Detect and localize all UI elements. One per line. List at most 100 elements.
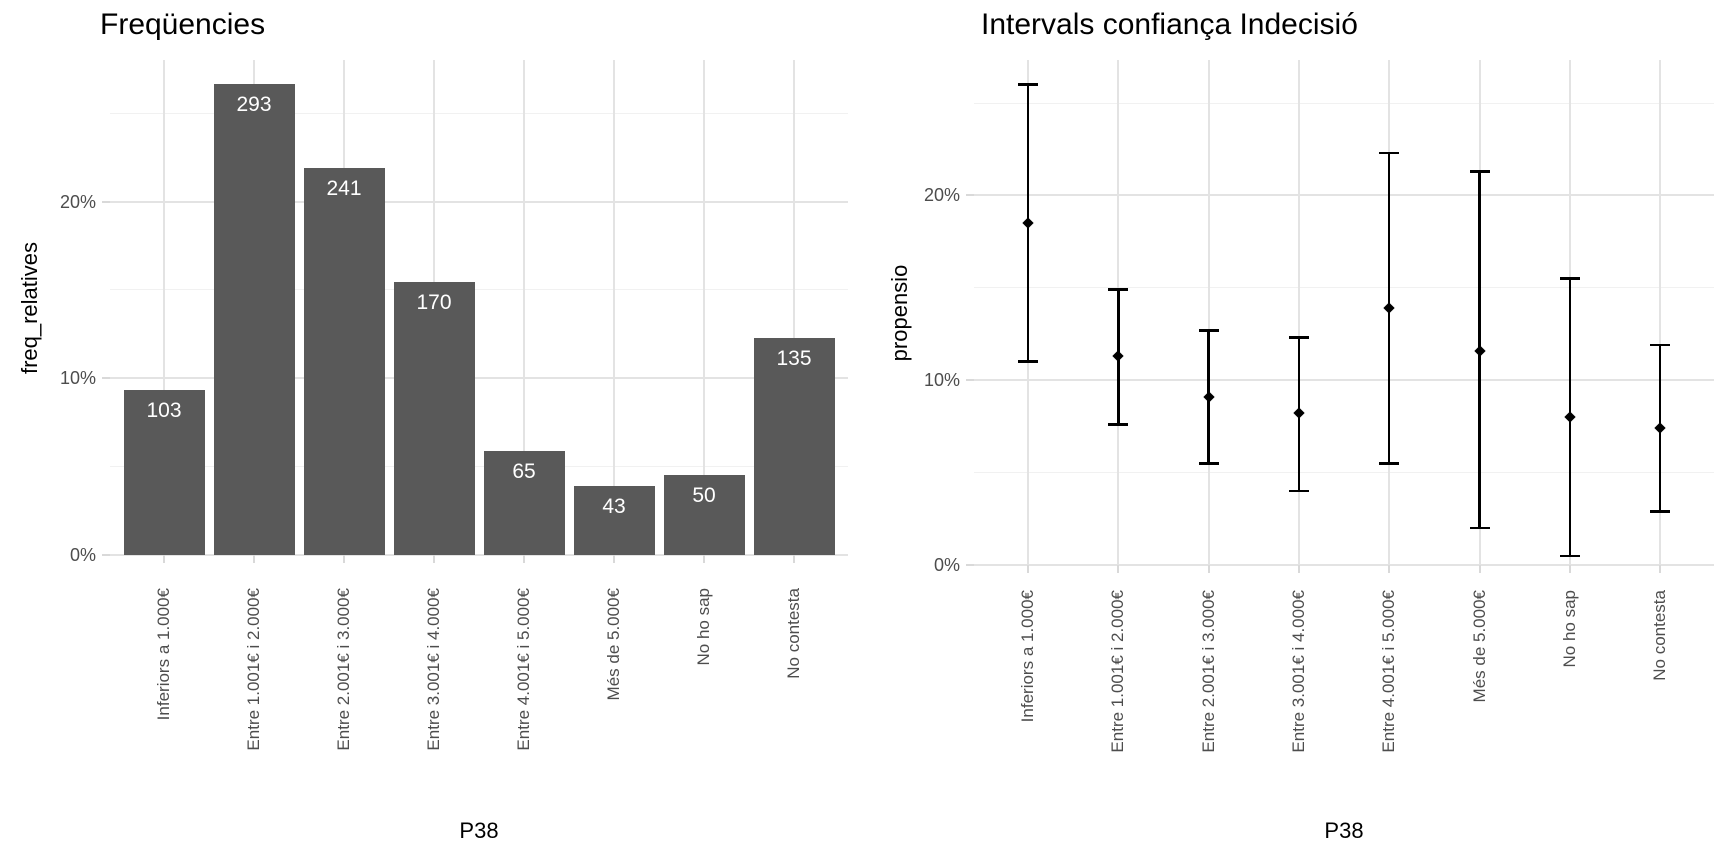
gridline-vertical (1659, 60, 1662, 565)
gridline-vertical (703, 60, 705, 555)
y-axis-tick (966, 194, 974, 197)
plot-title-intervals: Intervals confiança Indecisió (981, 8, 1358, 41)
gridline-major (110, 377, 848, 380)
bar-count-label: 135 (776, 347, 812, 371)
gridline-minor (974, 472, 1714, 474)
y-axis-tick (966, 379, 974, 382)
bar (303, 167, 385, 555)
gridline-vertical (523, 60, 525, 555)
error-bar-cap-bottom (1018, 360, 1038, 363)
error-bar-cap-top (1288, 336, 1309, 339)
x-axis-tick (793, 555, 795, 563)
error-bar-cap-top (1469, 170, 1490, 173)
error-bar-cap-bottom (1559, 554, 1580, 557)
point-marker-diamond (1202, 391, 1215, 403)
x-axis-tick (1207, 565, 1210, 573)
bar-count-label: 43 (602, 494, 626, 518)
gridline-major (110, 200, 848, 203)
y-axis-tick (102, 377, 110, 380)
y-axis-tick (102, 554, 110, 556)
y-tick-label: 10% (59, 368, 96, 389)
error-bar-cap-top (1108, 288, 1129, 291)
bar (753, 338, 835, 555)
x-axis-tick (1388, 565, 1391, 573)
error-bar-cap-top (1018, 83, 1038, 86)
point-marker-diamond (1564, 411, 1576, 423)
x-axis-tick (1659, 565, 1662, 573)
bar (483, 450, 565, 555)
x-axis-tick (1568, 565, 1571, 573)
x-axis-tick (163, 555, 165, 563)
x-axis-tick (343, 555, 345, 563)
gridline-minor (110, 112, 848, 114)
gridline-major (974, 564, 1714, 566)
bar (213, 84, 295, 555)
y-axis-tick (102, 200, 110, 203)
bar (663, 474, 745, 555)
x-axis-tick (613, 555, 615, 563)
plot-title-frequencies: Freqüencies (100, 8, 266, 41)
gridline-minor (974, 102, 1714, 104)
x-tick-label: No ho sap (694, 588, 713, 666)
x-tick-label: Entre 1.001€ i 2.000€ (244, 588, 263, 751)
point-marker-diamond (1383, 302, 1395, 314)
point-marker-diamond (1112, 350, 1124, 362)
y-tick-label: 0% (933, 555, 960, 575)
x-axis-title-p38-right: P38 (1324, 818, 1364, 843)
x-tick-label: Inferiors a 1.000€ (1018, 590, 1037, 723)
bar-count-label: 293 (236, 93, 272, 117)
gridline-vertical (1297, 60, 1300, 565)
x-tick-label: Entre 3.001€ i 4.000€ (1288, 590, 1308, 753)
x-axis-tick (703, 555, 705, 563)
x-axis-tick (1117, 565, 1120, 573)
gridline-major (974, 194, 1714, 197)
y-tick-label: 0% (69, 545, 96, 565)
x-tick-label: Entre 3.001€ i 4.000€ (424, 588, 443, 751)
x-tick-label: No ho sap (1559, 590, 1579, 668)
error-bar-cap-top (1650, 343, 1671, 347)
error-bar-cap-top (1198, 329, 1219, 332)
point-marker-diamond (1473, 344, 1486, 357)
x-axis-tick (1297, 565, 1300, 573)
x-tick-label: Inferiors a 1.000€ (154, 588, 173, 721)
x-tick-label: Més de 5.000€ (604, 588, 623, 701)
y-tick-label: 20% (923, 185, 960, 206)
bar-count-label: 65 (512, 459, 536, 483)
point-marker-diamond (1022, 217, 1034, 229)
point-marker-diamond (1654, 422, 1666, 434)
y-tick-label: 20% (59, 191, 96, 212)
error-bar-cap-top (1379, 151, 1400, 155)
error-bar-cap-bottom (1650, 510, 1671, 513)
gridline-major (974, 379, 1714, 382)
bar (573, 485, 655, 555)
gridline-minor (974, 287, 1714, 289)
x-tick-label: Entre 2.001€ i 3.000€ (334, 588, 353, 751)
bar-count-label: 170 (416, 290, 452, 314)
error-bar-cap-bottom (1469, 526, 1490, 530)
x-axis-tick (433, 555, 435, 563)
gridline-vertical (793, 60, 795, 555)
x-tick-label: Més de 5.000€ (1469, 590, 1489, 703)
gridline-vertical (1207, 60, 1210, 565)
x-tick-label: No contesta (1650, 590, 1670, 681)
y-axis-tick (966, 564, 974, 566)
error-bar-cap-top (1559, 277, 1580, 280)
error-bar-cap-bottom (1108, 423, 1129, 426)
gridline-minor (110, 466, 848, 468)
y-axis-title-freq-relatives: freq_relatives (17, 241, 42, 374)
error-bar-cap-bottom (1288, 489, 1309, 493)
x-axis-title-p38-left: P38 (459, 818, 499, 843)
gridline-vertical (163, 60, 165, 555)
plot-panel-frequencies: freq_relatives P38 0% 10% 20% Inferiors a 1… (17, 60, 848, 843)
bar-count-label: 241 (326, 176, 362, 200)
x-axis-tick (523, 555, 525, 563)
y-axis-title-propensio: propensio (887, 264, 912, 361)
plot-panel-intervals: propensio P38 0% 10% 20% Inferiors a 1.000€… (887, 60, 1714, 843)
gridline-minor (110, 289, 848, 291)
bar-count-label: 103 (146, 398, 182, 422)
x-tick-label: Entre 2.001€ i 3.000€ (1198, 590, 1218, 753)
x-tick-label: Entre 4.001€ i 5.000€ (514, 588, 533, 751)
gridline-major (110, 554, 848, 556)
x-axis-tick (253, 555, 255, 563)
